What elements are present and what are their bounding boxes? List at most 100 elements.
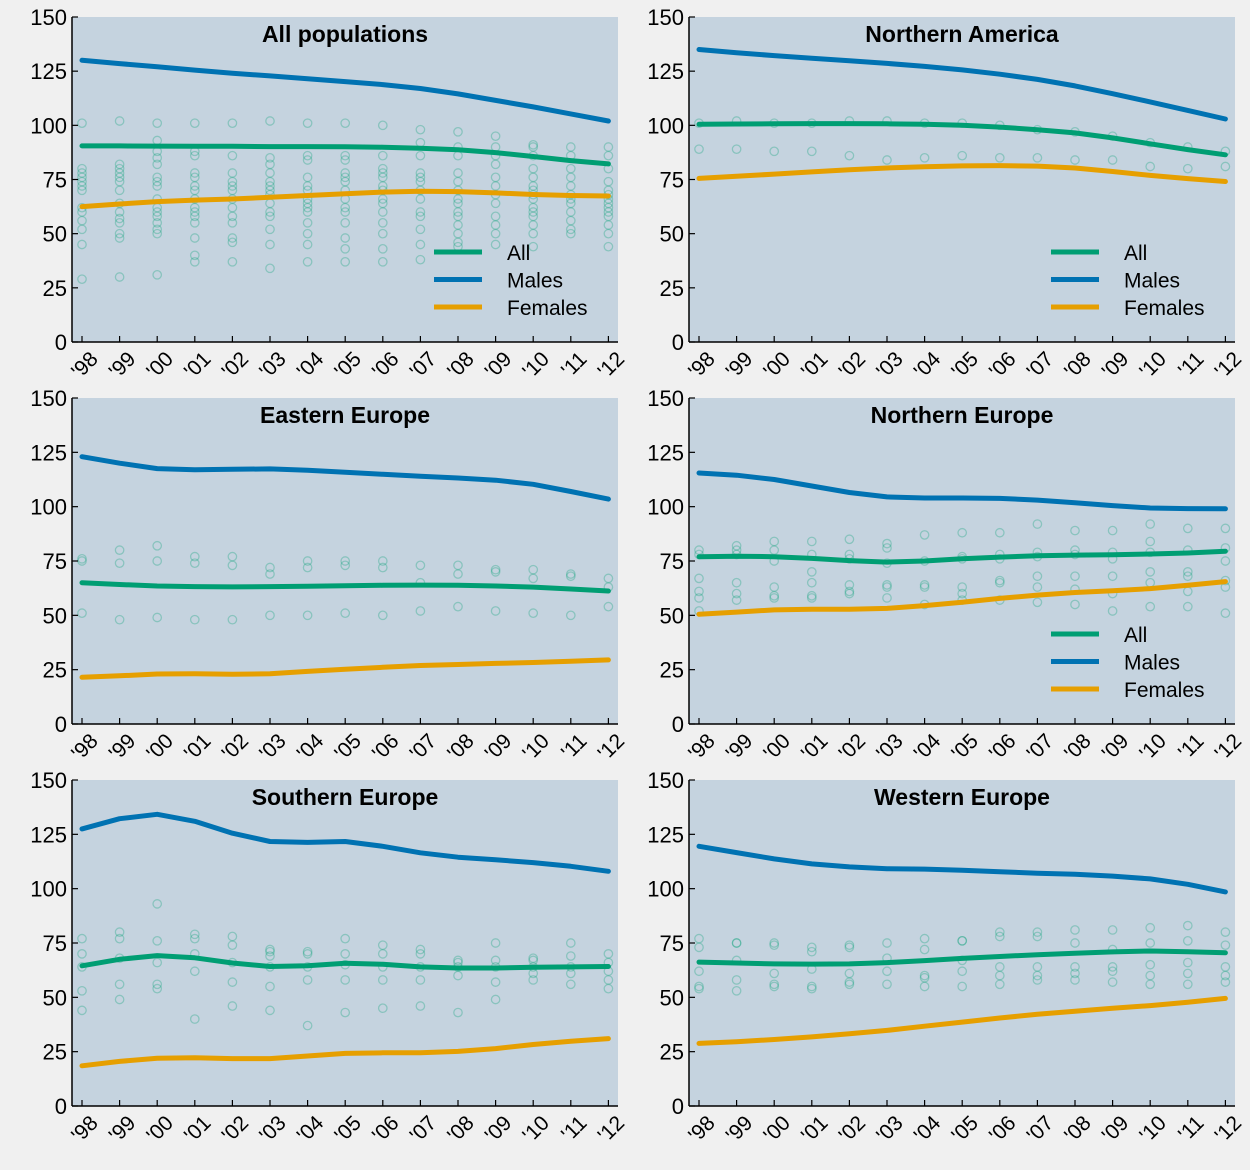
data-point xyxy=(340,217,351,228)
y-tick-label: 0 xyxy=(672,712,684,737)
data-point xyxy=(565,228,576,239)
data-point xyxy=(528,955,539,966)
chart-title: All populations xyxy=(262,21,428,47)
data-point xyxy=(1182,567,1193,577)
data-point xyxy=(1107,977,1118,987)
y-tick-label: 50 xyxy=(660,603,684,628)
data-point xyxy=(882,966,892,977)
data-point xyxy=(844,940,855,951)
data-point xyxy=(453,198,463,209)
data-point xyxy=(77,274,87,285)
plot-area xyxy=(72,17,618,342)
data-point xyxy=(77,224,87,235)
data-point xyxy=(919,530,930,540)
y-tick-label: 25 xyxy=(660,658,684,683)
data-point xyxy=(377,256,388,267)
y-tick-label: 150 xyxy=(30,386,67,411)
y-tick-label: 50 xyxy=(660,222,684,247)
data-point xyxy=(769,590,780,601)
data-point xyxy=(415,207,426,217)
series-line-males xyxy=(79,57,611,124)
legend-label-males: Males xyxy=(507,270,563,293)
data-point xyxy=(114,168,125,178)
data-point xyxy=(189,256,200,267)
data-point xyxy=(152,118,163,129)
data-point xyxy=(340,168,351,178)
data-point xyxy=(453,955,463,966)
data-point xyxy=(994,962,1005,972)
data-point xyxy=(453,228,463,239)
data-point xyxy=(603,142,614,152)
data-point xyxy=(844,150,855,161)
data-point xyxy=(227,185,238,196)
data-point xyxy=(189,966,200,977)
data-point xyxy=(377,217,388,228)
data-point xyxy=(528,181,539,191)
y-tick-label: 25 xyxy=(43,276,67,301)
data-point xyxy=(565,571,576,582)
data-point xyxy=(377,940,388,951)
data-point xyxy=(227,181,238,191)
data-point xyxy=(340,150,351,161)
plot-area xyxy=(689,17,1235,342)
data-point xyxy=(265,181,275,191)
data-point xyxy=(227,217,238,228)
data-point xyxy=(302,975,313,985)
data-point xyxy=(265,116,275,126)
chart-title: Northern America xyxy=(865,21,1059,47)
data-point xyxy=(265,207,275,217)
data-point xyxy=(377,949,388,959)
data-point xyxy=(340,207,351,217)
data-point xyxy=(731,588,742,599)
data-point xyxy=(189,211,200,222)
data-point xyxy=(1032,962,1043,972)
data-point xyxy=(302,150,313,161)
data-point xyxy=(302,239,313,250)
data-point xyxy=(565,207,576,217)
data-point xyxy=(806,983,817,994)
data-point xyxy=(528,564,539,575)
data-point xyxy=(77,215,87,226)
data-point xyxy=(189,207,200,217)
data-point xyxy=(603,983,614,994)
data-point xyxy=(114,558,125,569)
data-point xyxy=(77,933,87,944)
data-point xyxy=(114,159,125,170)
y-tick-label: 25 xyxy=(660,276,684,301)
data-point xyxy=(844,586,855,597)
data-point xyxy=(528,975,539,985)
data-point xyxy=(415,176,426,187)
data-point xyxy=(302,172,313,183)
legend: All Males Females xyxy=(434,242,588,320)
data-point xyxy=(114,233,125,243)
data-point xyxy=(694,981,704,992)
data-point xyxy=(1070,571,1080,582)
data-point xyxy=(340,233,351,243)
data-point xyxy=(528,202,539,213)
data-point xyxy=(152,612,163,623)
data-point xyxy=(769,981,780,992)
legend: All Males Females xyxy=(1051,624,1205,702)
data-point xyxy=(453,168,463,178)
data-point xyxy=(882,580,892,590)
data-point xyxy=(189,202,200,213)
data-point xyxy=(957,966,968,977)
data-point xyxy=(152,181,163,191)
data-point xyxy=(919,981,930,992)
data-point xyxy=(377,163,388,174)
data-point xyxy=(114,272,125,282)
series-line-males xyxy=(696,843,1228,895)
legend-label-all: All xyxy=(1124,242,1147,265)
data-point xyxy=(189,614,200,625)
data-point xyxy=(302,207,313,217)
data-point xyxy=(415,211,426,222)
series-line-all xyxy=(696,548,1228,565)
data-point xyxy=(377,228,388,239)
data-point xyxy=(114,228,125,239)
data-point xyxy=(528,228,539,239)
data-point xyxy=(806,146,817,157)
data-point xyxy=(528,573,539,584)
data-point xyxy=(731,577,742,588)
data-point xyxy=(340,556,351,566)
data-point xyxy=(603,241,614,252)
